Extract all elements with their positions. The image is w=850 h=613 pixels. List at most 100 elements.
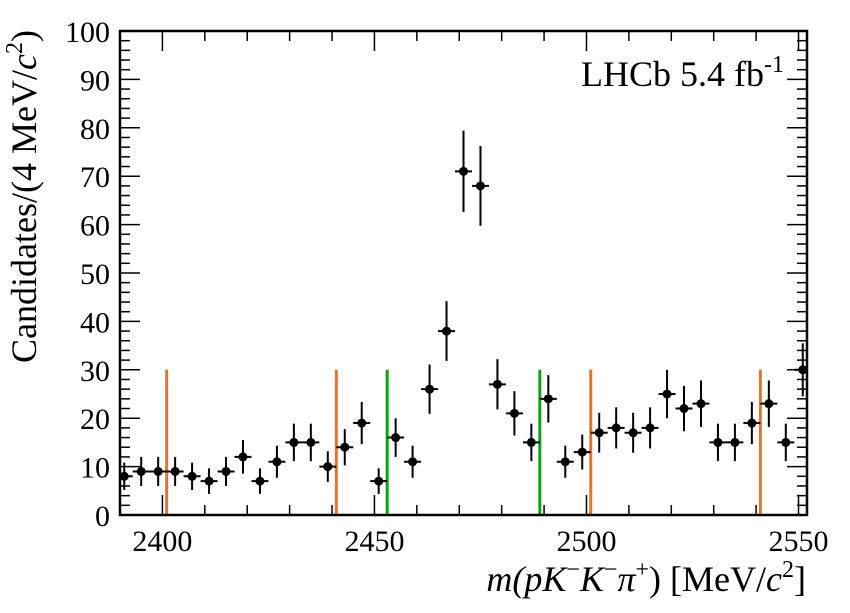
data-point [505, 391, 523, 436]
data-point [743, 401, 761, 445]
data-point [119, 462, 133, 490]
point-marker [425, 384, 435, 394]
point-marker [136, 466, 146, 476]
point-marker [340, 442, 350, 452]
y-tick-label: 40 [80, 306, 110, 339]
x-tick-label: 2500 [556, 525, 616, 558]
point-marker [509, 408, 519, 418]
data-point [268, 445, 286, 478]
point-marker [645, 423, 655, 433]
data-points [119, 130, 808, 494]
data-point [387, 418, 405, 457]
point-marker [611, 423, 621, 433]
point-marker [153, 466, 163, 476]
x-tick-label: 2400 [132, 525, 192, 558]
data-point [251, 468, 269, 494]
point-marker [526, 437, 536, 447]
point-marker [730, 437, 740, 447]
point-marker [391, 433, 401, 443]
data-point [590, 412, 608, 453]
data-point [149, 456, 167, 486]
y-axis-title: Candidates/(4 MeV/c2) [2, 30, 44, 363]
data-point [200, 468, 218, 494]
point-marker [204, 476, 214, 486]
data-point [336, 429, 354, 466]
point-marker [459, 166, 468, 176]
point-marker [475, 181, 485, 191]
point-marker [594, 428, 604, 438]
data-point [421, 364, 439, 414]
data-point [353, 401, 371, 445]
data-point [471, 145, 489, 226]
data-point [319, 451, 337, 482]
point-marker [798, 365, 808, 375]
data-point [675, 385, 693, 432]
lhcb-annotation: LHCb 5.4 fb-1 [581, 52, 784, 94]
data-point [438, 301, 456, 361]
data-point [777, 423, 795, 462]
point-marker [492, 379, 502, 389]
plot-frame [118, 29, 809, 517]
y-tick-label: 0 [95, 500, 110, 533]
point-marker [662, 389, 672, 399]
signal-sideband-lines [165, 369, 762, 515]
y-tick-label: 20 [80, 403, 110, 436]
data-point [370, 468, 388, 494]
data-point [166, 456, 184, 486]
x-tick-label: 2550 [769, 525, 829, 558]
data-point [658, 369, 676, 419]
data-point [556, 445, 574, 478]
data-point [455, 130, 472, 213]
y-tick-label: 100 [65, 16, 110, 49]
y-tick-label: 30 [80, 355, 110, 388]
y-tick-label: 60 [80, 210, 110, 243]
point-marker [272, 457, 282, 467]
data-point [624, 412, 642, 453]
point-marker [289, 437, 299, 447]
point-marker [238, 452, 248, 462]
data-point [234, 440, 252, 474]
axis-ticks [119, 30, 807, 516]
data-point [709, 423, 727, 462]
point-marker [679, 404, 689, 414]
point-marker [255, 476, 265, 486]
data-point [573, 434, 591, 470]
y-tick-label: 90 [80, 64, 110, 97]
point-marker [119, 471, 129, 481]
y-tick-label: 50 [80, 258, 110, 291]
data-point [488, 359, 506, 410]
point-marker [374, 476, 384, 486]
point-marker [764, 399, 774, 409]
data-point [760, 380, 778, 427]
data-point [404, 445, 422, 478]
data-point [132, 456, 150, 486]
point-marker [187, 471, 197, 481]
x-tick-label: 2450 [344, 525, 404, 558]
point-marker [357, 418, 367, 428]
point-marker [323, 462, 333, 472]
data-point [217, 456, 235, 486]
x-axis-title: m(pK−K−π+) [MeV/c2] [486, 557, 806, 599]
point-marker [713, 437, 723, 447]
point-marker [560, 457, 570, 467]
point-marker [543, 394, 553, 404]
y-tick-label: 80 [80, 113, 110, 146]
y-tick-label: 10 [80, 452, 110, 485]
tick-labels: 0 10 20 30 40 50 60 70 80 90 100 2400 2450 2500 2550 [65, 16, 829, 558]
data-point [641, 407, 659, 449]
data-point [607, 407, 625, 449]
data-point [539, 375, 557, 423]
data-point [692, 380, 710, 427]
data-point [285, 423, 303, 462]
point-marker [221, 466, 231, 476]
data-point [183, 462, 201, 490]
data-point [794, 343, 808, 397]
y-tick-label: 70 [80, 161, 110, 194]
point-marker [747, 418, 757, 428]
point-marker [577, 447, 587, 457]
point-marker [781, 437, 791, 447]
point-marker [696, 399, 706, 409]
point-marker [408, 457, 418, 467]
point-marker [628, 428, 638, 438]
